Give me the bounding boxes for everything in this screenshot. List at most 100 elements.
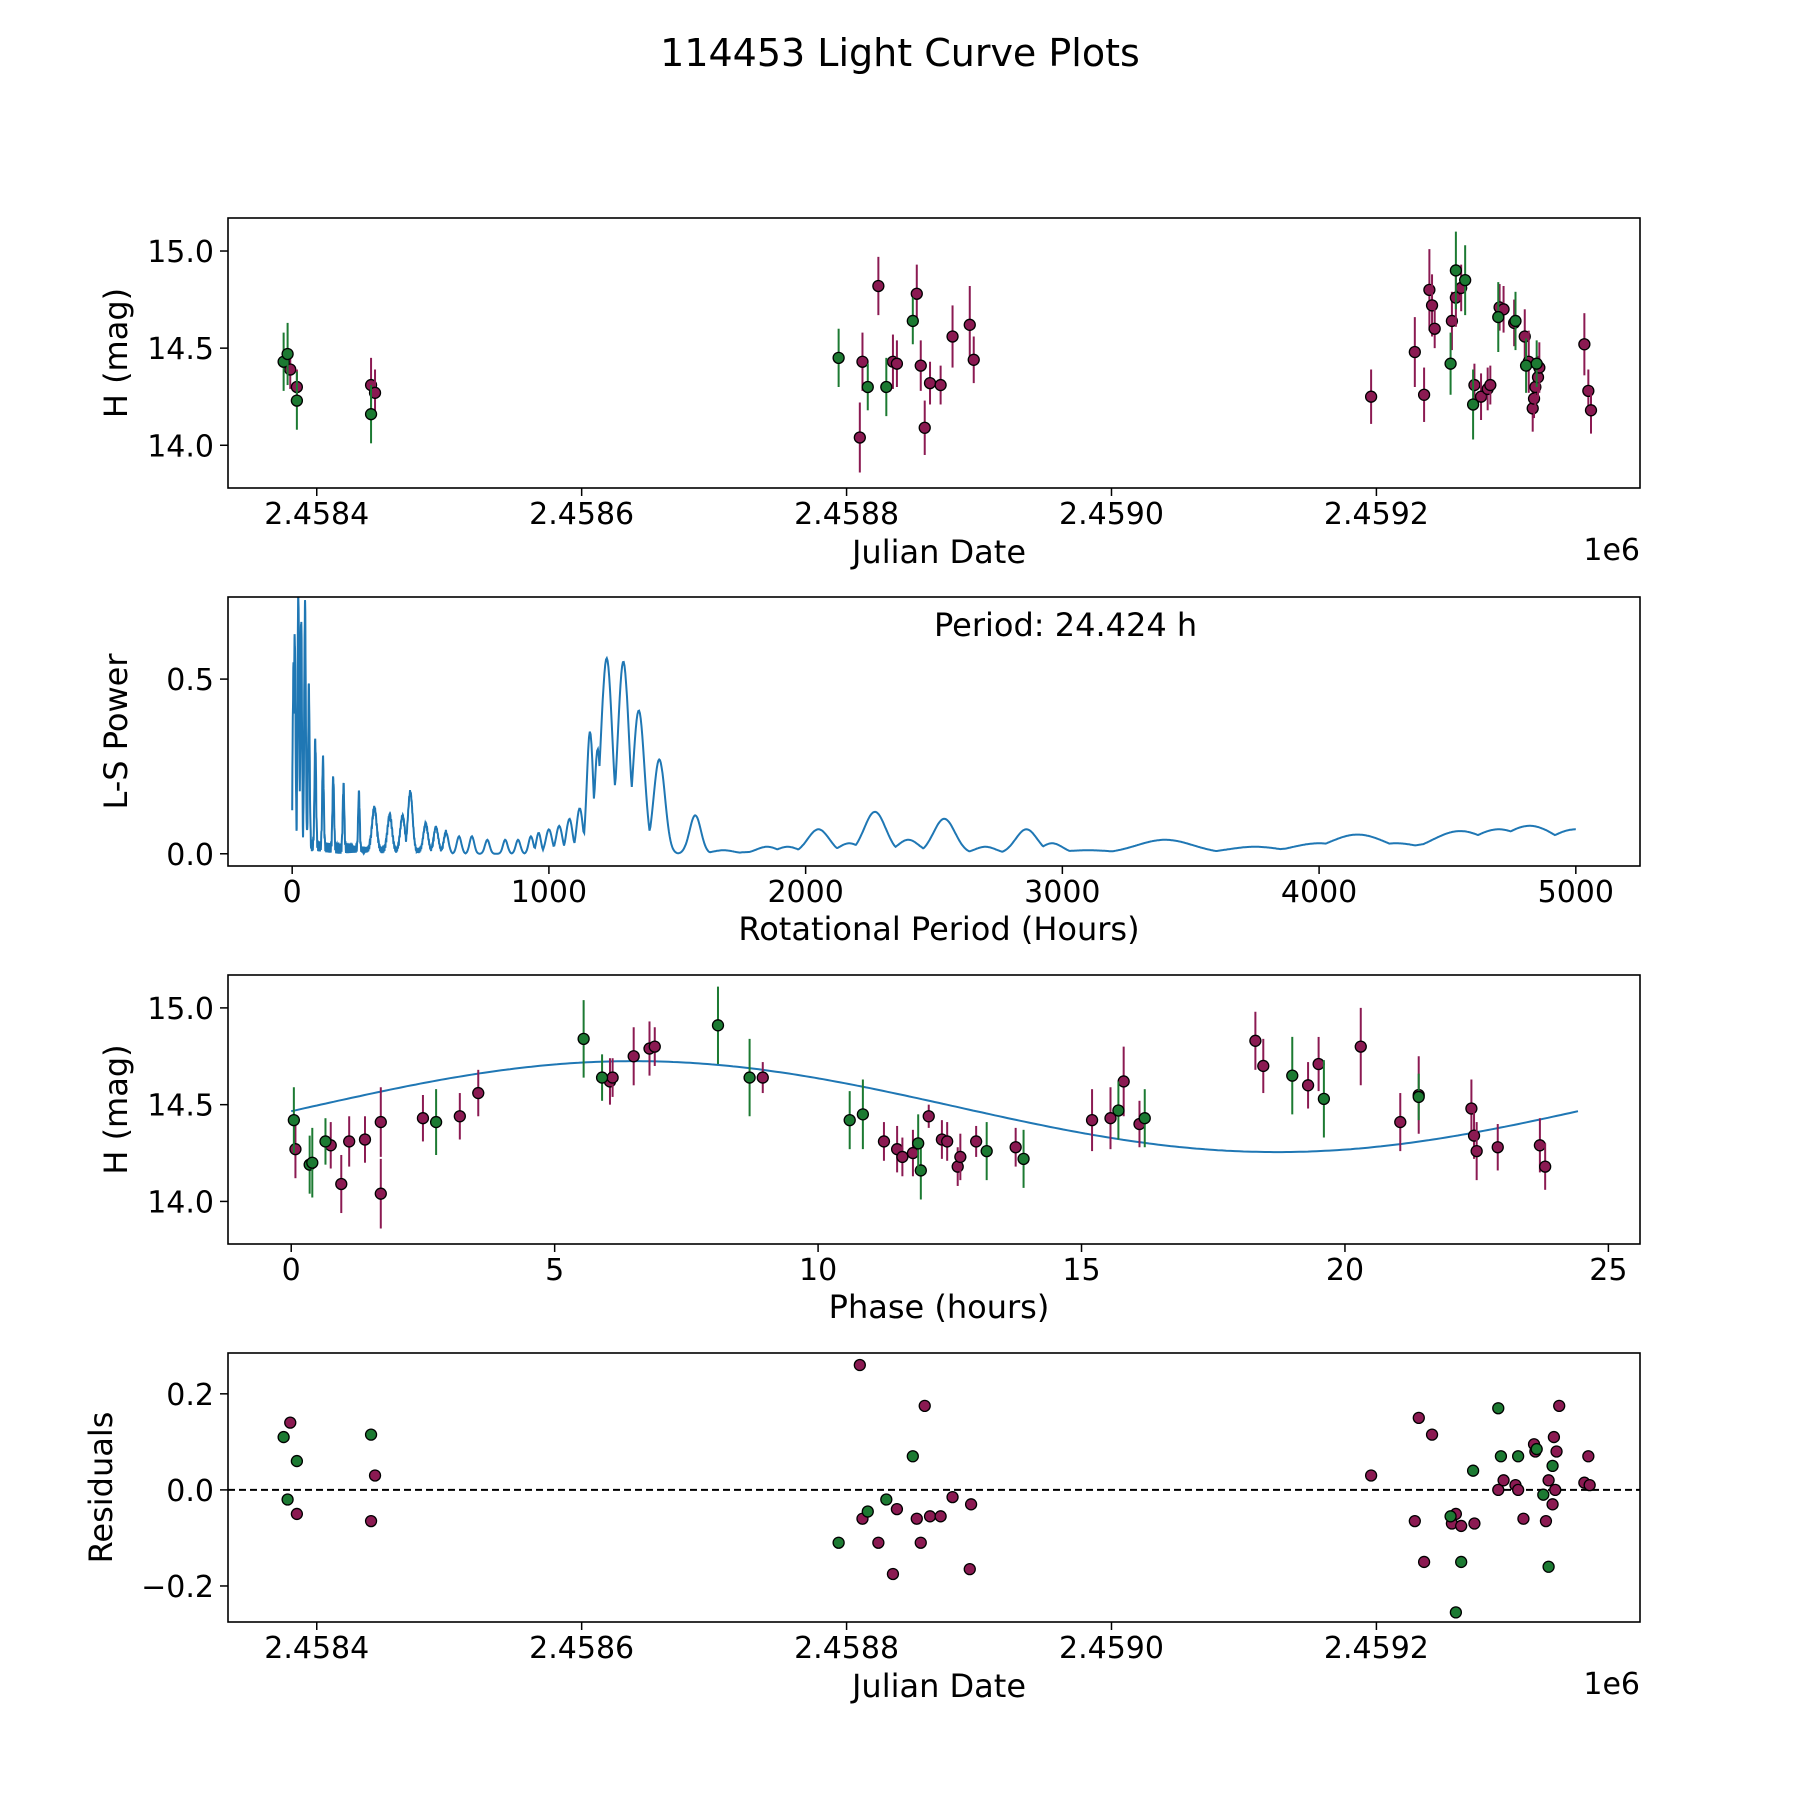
x-tick-label: 1000	[511, 875, 587, 910]
plot-area	[277, 231, 1598, 473]
data-point	[1491, 1141, 1504, 1154]
period-annotation: Period: 24.424 h	[934, 606, 1197, 644]
axes-frame	[227, 217, 1641, 489]
data-point	[1017, 1152, 1030, 1165]
series-series-a	[284, 1358, 1596, 1581]
x-tick-label: 2.4588	[794, 1631, 899, 1666]
data-point	[1470, 1144, 1483, 1158]
data-point	[281, 1493, 294, 1506]
data-point	[1578, 338, 1591, 351]
data-point	[934, 378, 947, 392]
data-point	[880, 1493, 893, 1506]
data-point	[1511, 1483, 1525, 1497]
data-point	[1249, 1034, 1262, 1047]
data-point	[963, 1563, 976, 1576]
data-point	[1539, 1514, 1553, 1528]
x-tick-label: 25	[1589, 1253, 1627, 1288]
model-fit-curve	[290, 1060, 1579, 1154]
series-series-a	[284, 249, 1598, 473]
data-point	[1138, 1112, 1151, 1125]
data-point	[1112, 1104, 1125, 1117]
data-point	[914, 359, 927, 372]
data-point	[743, 1071, 756, 1084]
data-point	[364, 1428, 378, 1441]
data-point	[1317, 1092, 1331, 1106]
periodogram-line	[291, 597, 1576, 857]
data-point	[374, 1115, 387, 1129]
data-point	[335, 1177, 348, 1191]
x-tick-label: 2.4590	[1059, 1631, 1164, 1666]
x-offset-label: 1e6	[1583, 1667, 1640, 1702]
plot-area	[228, 1358, 1640, 1619]
data-point	[281, 347, 294, 361]
data-point	[1546, 1459, 1559, 1473]
panel-2: 0 1000 2000 3000 4000 5000 0.0 0.5 Rotational Pe…	[97, 596, 1641, 948]
data-point	[577, 1032, 590, 1046]
y-axis-label: H (mag)	[97, 288, 135, 418]
data-point	[954, 1150, 967, 1164]
data-point	[1468, 1517, 1481, 1530]
data-point	[1445, 314, 1459, 328]
x-axis-label: Julian Date	[850, 1667, 1026, 1705]
data-point	[648, 1040, 661, 1053]
series-series-b	[287, 986, 1425, 1200]
data-point	[1484, 378, 1497, 392]
y-axis-label: Residuals	[82, 1412, 120, 1564]
data-point	[1085, 1113, 1099, 1127]
data-point	[910, 287, 923, 300]
data-point	[1518, 330, 1531, 343]
data-point	[1494, 1450, 1508, 1463]
x-tick-label: 2.4586	[529, 497, 634, 532]
data-point	[906, 314, 919, 328]
data-point	[946, 330, 959, 343]
data-point	[1412, 1090, 1425, 1104]
data-point	[1527, 392, 1541, 405]
data-point	[877, 1135, 891, 1148]
data-point	[364, 408, 378, 421]
data-point	[1466, 398, 1480, 411]
x-tick-label: 20	[1326, 1253, 1364, 1288]
x-axis-label: Phase (hours)	[829, 1288, 1050, 1326]
data-point	[1104, 1112, 1117, 1125]
data-point	[1425, 299, 1439, 312]
data-point	[918, 1399, 931, 1412]
data-point	[1542, 1560, 1555, 1573]
data-point	[896, 1150, 909, 1164]
data-point	[472, 1086, 485, 1100]
data-point	[963, 318, 976, 331]
data-point	[1537, 1488, 1550, 1501]
data-point	[964, 1498, 978, 1511]
data-point	[368, 386, 382, 399]
y-tick-label: 0.2	[166, 1378, 214, 1413]
data-point	[289, 1143, 302, 1156]
data-point	[1553, 1399, 1566, 1412]
axes-frame	[227, 1352, 1641, 1623]
x-tick-label: 3000	[1024, 875, 1100, 910]
data-point	[923, 376, 937, 390]
data-point	[969, 1135, 983, 1148]
data-point	[290, 1507, 304, 1521]
data-point	[856, 1108, 870, 1121]
data-point	[923, 1510, 937, 1523]
y-tick-label: 15.0	[147, 992, 214, 1027]
x-tick-label: 5	[545, 1253, 564, 1288]
data-point	[1286, 1069, 1299, 1082]
data-point	[1542, 1474, 1555, 1487]
data-point	[1549, 1483, 1562, 1497]
data-point	[910, 1512, 923, 1525]
x-tick-label: 2.4592	[1324, 1631, 1429, 1666]
data-point	[941, 1135, 954, 1148]
x-tick-label: 2.4586	[529, 1631, 634, 1666]
x-tick-label: 5000	[1538, 875, 1614, 910]
data-point	[1449, 264, 1463, 277]
data-point	[1117, 1075, 1130, 1088]
data-point	[1423, 283, 1436, 297]
y-tick-label: 0.0	[166, 1474, 214, 1509]
data-point	[1582, 384, 1595, 398]
data-point	[416, 1112, 430, 1125]
data-point	[853, 1358, 866, 1372]
y-axis-label: L-S Power	[97, 653, 135, 810]
data-point	[319, 1135, 332, 1148]
data-point	[306, 1156, 319, 1169]
